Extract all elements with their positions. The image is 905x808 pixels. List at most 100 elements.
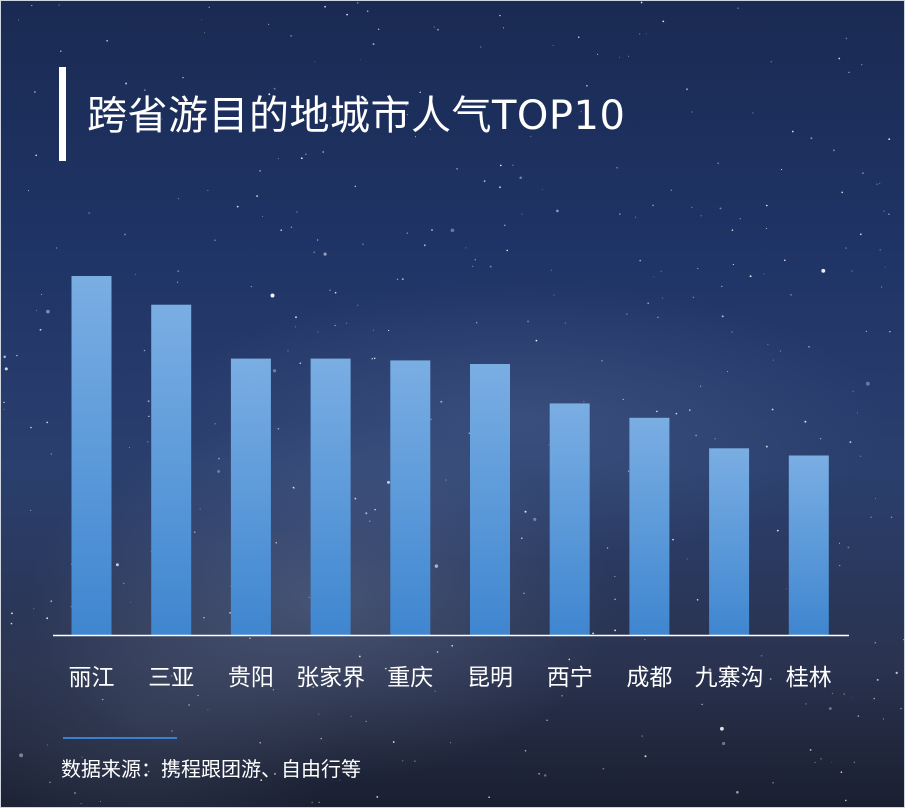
star xyxy=(686,558,688,560)
star xyxy=(218,457,220,460)
star xyxy=(106,39,108,42)
star xyxy=(644,639,646,640)
star xyxy=(809,748,812,751)
star xyxy=(275,542,277,544)
star xyxy=(177,270,180,273)
star xyxy=(717,162,719,165)
star xyxy=(564,322,566,324)
star xyxy=(313,251,316,254)
star xyxy=(350,715,352,718)
star xyxy=(358,655,361,658)
star xyxy=(434,564,439,568)
star xyxy=(35,154,38,157)
star xyxy=(60,50,62,52)
star xyxy=(602,767,605,770)
star xyxy=(619,213,621,215)
star xyxy=(387,329,390,332)
star xyxy=(772,781,774,784)
star xyxy=(334,324,336,327)
star xyxy=(147,441,149,443)
star xyxy=(644,675,646,678)
bar-1 xyxy=(71,276,112,635)
star xyxy=(691,206,693,209)
star xyxy=(372,329,375,331)
star xyxy=(27,190,30,192)
star xyxy=(791,130,794,133)
star xyxy=(506,249,508,252)
star xyxy=(845,247,847,249)
star xyxy=(556,209,559,213)
star xyxy=(208,6,210,8)
star xyxy=(779,350,781,352)
star xyxy=(739,218,741,220)
star xyxy=(672,538,674,541)
star xyxy=(158,116,161,119)
star xyxy=(499,164,502,167)
star xyxy=(260,779,263,781)
x-tick-label: 三亚 xyxy=(148,665,194,691)
star xyxy=(41,294,43,296)
star xyxy=(881,286,883,288)
star xyxy=(134,273,136,275)
star xyxy=(731,331,733,333)
star xyxy=(204,32,206,34)
star xyxy=(16,354,18,357)
star xyxy=(172,763,175,766)
star xyxy=(30,426,32,429)
star xyxy=(790,294,792,296)
title-accent-bar xyxy=(59,67,66,161)
star xyxy=(808,346,810,348)
star xyxy=(396,278,399,280)
star xyxy=(199,508,201,510)
star xyxy=(58,4,60,6)
star xyxy=(780,169,783,171)
bar-5 xyxy=(390,360,431,635)
star xyxy=(34,91,36,93)
star xyxy=(296,211,298,213)
star xyxy=(406,114,408,116)
star xyxy=(639,33,641,35)
star xyxy=(502,27,505,29)
star xyxy=(50,453,52,455)
star xyxy=(580,110,582,113)
star xyxy=(521,213,523,215)
star xyxy=(299,362,302,365)
star xyxy=(372,43,375,46)
x-tick-label: 桂林 xyxy=(786,665,832,691)
star xyxy=(465,247,467,249)
star xyxy=(640,1,643,4)
star xyxy=(653,276,655,278)
star xyxy=(437,28,439,31)
star xyxy=(300,157,303,160)
star xyxy=(527,320,530,323)
star xyxy=(840,771,843,773)
star xyxy=(838,57,841,60)
star xyxy=(267,23,270,26)
star xyxy=(732,263,735,266)
star xyxy=(272,369,277,373)
star xyxy=(171,730,173,732)
star xyxy=(538,773,540,775)
star xyxy=(719,207,722,210)
star xyxy=(884,266,886,268)
star xyxy=(644,680,646,683)
star xyxy=(249,637,251,639)
star xyxy=(804,420,807,423)
star xyxy=(873,697,875,700)
star xyxy=(771,408,774,411)
star xyxy=(262,215,263,217)
star xyxy=(499,186,501,189)
star xyxy=(472,265,474,267)
star xyxy=(889,331,891,333)
star xyxy=(371,358,373,360)
star xyxy=(82,763,85,766)
star xyxy=(214,239,216,241)
star xyxy=(619,56,620,58)
x-tick-label: 成都 xyxy=(626,665,672,691)
star xyxy=(339,779,341,781)
star xyxy=(586,84,588,87)
star xyxy=(480,46,482,48)
star xyxy=(138,767,141,770)
star xyxy=(895,671,898,675)
